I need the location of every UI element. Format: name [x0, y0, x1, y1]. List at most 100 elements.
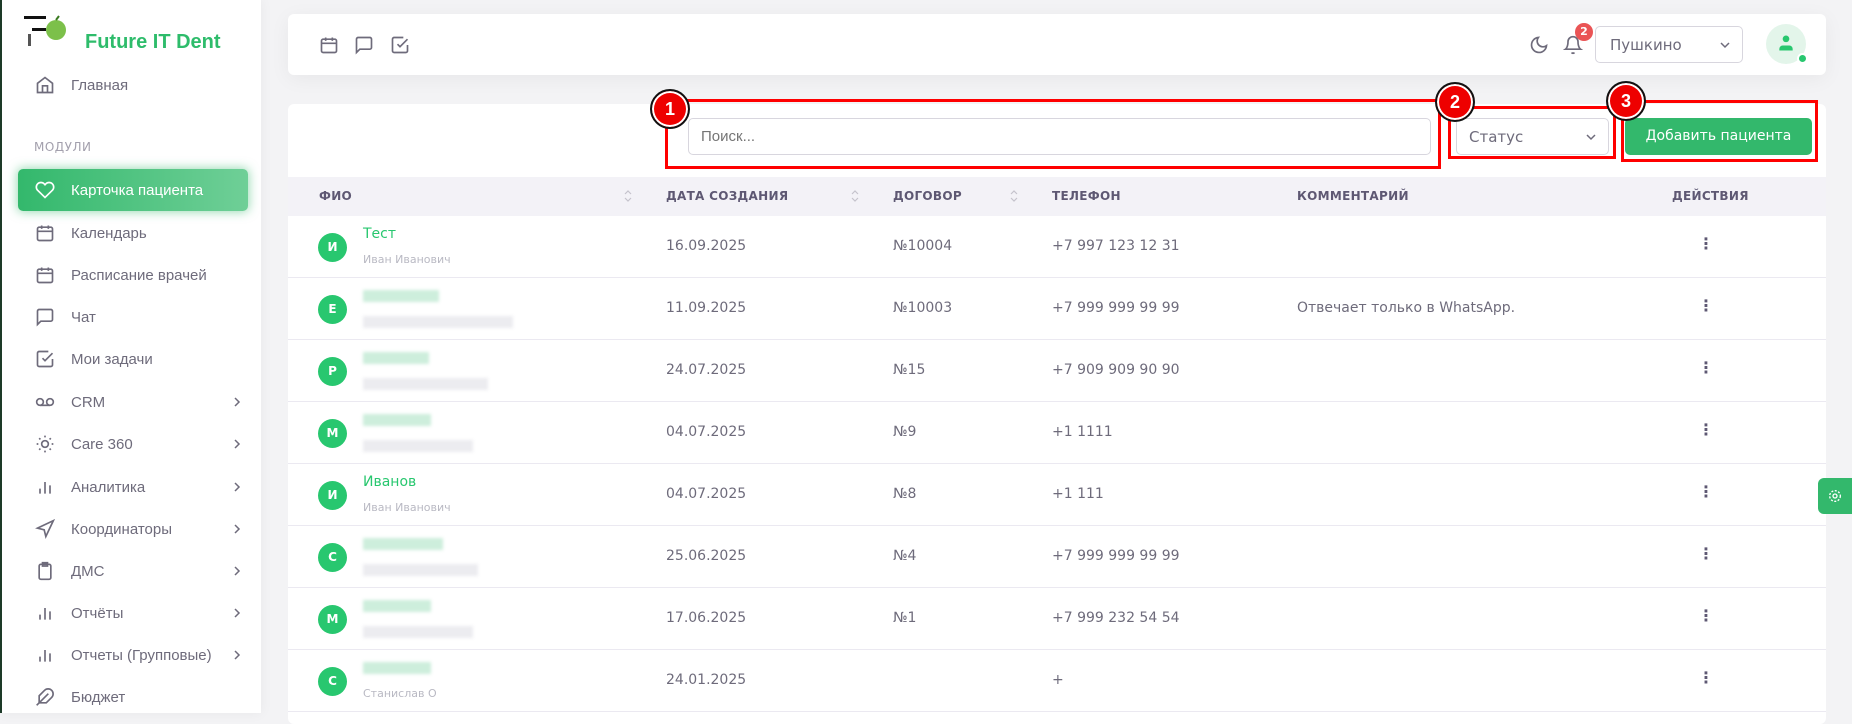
patient-subname: Станислав О	[363, 687, 437, 700]
sidebar-item-label: Аналитика	[71, 478, 146, 496]
sidebar-item[interactable]: Care 360	[18, 423, 248, 465]
sidebar-item[interactable]: CRM	[18, 381, 248, 423]
sidebar-item-home[interactable]: Главная	[18, 64, 248, 106]
sidebar-item[interactable]: Расписание врачей	[18, 254, 248, 296]
sort-icon[interactable]	[851, 188, 859, 204]
redacted-subname	[363, 378, 488, 390]
created-date: 11.09.2025	[666, 300, 747, 316]
table-header: ФИО ДАТА СОЗДАНИЯ ДОГОВОР ТЕЛЕФОН КОММЕН…	[288, 177, 1826, 216]
patients-card: Статус Добавить пациента ФИО ДАТА СОЗДАН…	[288, 104, 1826, 724]
phone: +7 999 999 99 99	[1052, 548, 1180, 564]
location-value: Пушкино	[1610, 36, 1682, 54]
more-actions-icon[interactable]: ⋮	[1698, 420, 1714, 439]
table-row[interactable]: И Тест Иван Иванович 16.09.2025 №10004 +7 9…	[288, 216, 1826, 278]
table-row[interactable]: С Станислав О 24.01.2025 + ⋮	[288, 650, 1826, 712]
checkbox-icon[interactable]	[390, 35, 410, 55]
contract-number: №9	[893, 424, 917, 440]
phone: +7 999 999 99 99	[1052, 300, 1180, 316]
redacted-name[interactable]	[363, 290, 439, 302]
sidebar-item[interactable]: Отчеты (Групповые)	[18, 634, 248, 676]
table-row[interactable]: И Иванов Иван Иванович 04.07.2025 №8 +1 111…	[288, 464, 1826, 526]
phone: +	[1052, 672, 1064, 688]
clipboard-icon	[38, 561, 52, 581]
annotation-number-2: 2	[1435, 82, 1475, 122]
chevron-right-icon	[232, 381, 242, 423]
sidebar-item-label: Расписание врачей	[71, 266, 207, 284]
add-patient-button[interactable]: Добавить пациента	[1625, 118, 1812, 155]
patient-avatar: Е	[318, 295, 347, 324]
chevron-right-icon	[232, 550, 242, 592]
sidebar-item[interactable]: Мои задачи	[18, 338, 248, 380]
table-row[interactable]: М 17.06.2025 №1 +7 999 232 54 54 ⋮	[288, 588, 1826, 650]
patient-avatar: С	[318, 543, 347, 572]
phone: +7 999 232 54 54	[1052, 610, 1180, 626]
more-actions-icon[interactable]: ⋮	[1698, 296, 1714, 315]
sidebar-item[interactable]: ДМС	[18, 550, 248, 592]
calendar-icon[interactable]	[319, 35, 339, 55]
redacted-name[interactable]	[363, 538, 443, 550]
column-header-date[interactable]: ДАТА СОЗДАНИЯ	[666, 189, 789, 203]
chevron-down-icon	[1720, 42, 1730, 49]
user-avatar[interactable]	[1766, 24, 1808, 64]
created-date: 04.07.2025	[666, 486, 747, 502]
redacted-name[interactable]	[363, 662, 431, 674]
column-header-contract[interactable]: ДОГОВОР	[893, 189, 962, 203]
contract-number: №1	[893, 610, 917, 626]
sidebar-item-label: Отчёты	[71, 604, 124, 622]
patient-name-link[interactable]: Тест	[363, 226, 397, 242]
patient-avatar: М	[318, 605, 347, 634]
sidebar-item[interactable]: Календарь	[18, 212, 248, 254]
patient-avatar: И	[318, 233, 347, 262]
column-header-actions: ДЕЙСТВИЯ	[1672, 189, 1749, 203]
more-actions-icon[interactable]: ⋮	[1698, 234, 1714, 253]
status-select[interactable]: Статус	[1456, 118, 1609, 155]
created-date: 24.01.2025	[666, 672, 747, 688]
column-header-name[interactable]: ФИО	[319, 189, 353, 203]
user-icon	[1779, 35, 1793, 51]
calendar-icon	[36, 225, 54, 242]
sidebar-item-label: Календарь	[71, 224, 147, 242]
sort-icon[interactable]	[624, 188, 632, 204]
more-actions-icon[interactable]: ⋮	[1698, 606, 1714, 625]
sort-icon[interactable]	[1010, 188, 1018, 204]
comment: Отвечает только в WhatsApp.	[1297, 300, 1516, 316]
table-row[interactable]: Е 11.09.2025 №10003 +7 999 999 99 99 Отве…	[288, 278, 1826, 340]
sidebar-item-label: Главная	[71, 76, 129, 94]
sidebar-item[interactable]: Чат	[18, 296, 248, 338]
patient-avatar: И	[318, 481, 347, 510]
sidebar-item[interactable]: Отчёты	[18, 592, 248, 634]
sidebar-item-label: Бюджет	[71, 688, 126, 706]
more-actions-icon[interactable]: ⋮	[1698, 544, 1714, 563]
patient-name-link[interactable]: Иванов	[363, 474, 417, 490]
more-actions-icon[interactable]: ⋮	[1698, 668, 1714, 687]
sidebar-item-label: Чат	[71, 308, 96, 326]
more-actions-icon[interactable]: ⋮	[1698, 482, 1714, 501]
sidebar-item[interactable]: Бюджет	[18, 676, 248, 718]
section-label: МОДУЛИ	[34, 140, 92, 154]
table-row[interactable]: Р 24.07.2025 №15 +7 909 909 90 90 ⋮	[288, 340, 1826, 402]
redacted-name[interactable]	[363, 352, 429, 364]
sidebar-item[interactable]: Аналитика	[18, 466, 248, 508]
settings-button[interactable]	[1818, 478, 1852, 514]
chat-icon[interactable]	[354, 35, 374, 55]
location-select[interactable]: Пушкино	[1595, 26, 1743, 63]
patient-subname: Иван Иванович	[363, 253, 451, 266]
table-row[interactable]: М 04.07.2025 №9 +1 1111 ⋮	[288, 402, 1826, 464]
more-actions-icon[interactable]: ⋮	[1698, 358, 1714, 377]
annotation-number-3: 3	[1606, 81, 1646, 121]
created-date: 25.06.2025	[666, 548, 747, 564]
sidebar-item-label: ДМС	[71, 562, 105, 580]
search-input[interactable]	[688, 118, 1431, 155]
chevron-right-icon	[232, 423, 242, 465]
moon-icon[interactable]	[1529, 35, 1549, 55]
bell-icon[interactable]	[1563, 35, 1583, 55]
sidebar-item[interactable]: Координаторы	[18, 508, 248, 550]
sidebar-item[interactable]: Карточка пациента	[18, 169, 248, 211]
status-value: Статус	[1469, 128, 1524, 146]
redacted-name[interactable]	[363, 414, 431, 426]
patient-avatar: Р	[318, 357, 347, 386]
chevron-right-icon	[232, 508, 242, 550]
redacted-name[interactable]	[363, 600, 431, 612]
navigation-icon	[35, 519, 55, 539]
table-row[interactable]: С 25.06.2025 №4 +7 999 999 99 99 ⋮	[288, 526, 1826, 588]
